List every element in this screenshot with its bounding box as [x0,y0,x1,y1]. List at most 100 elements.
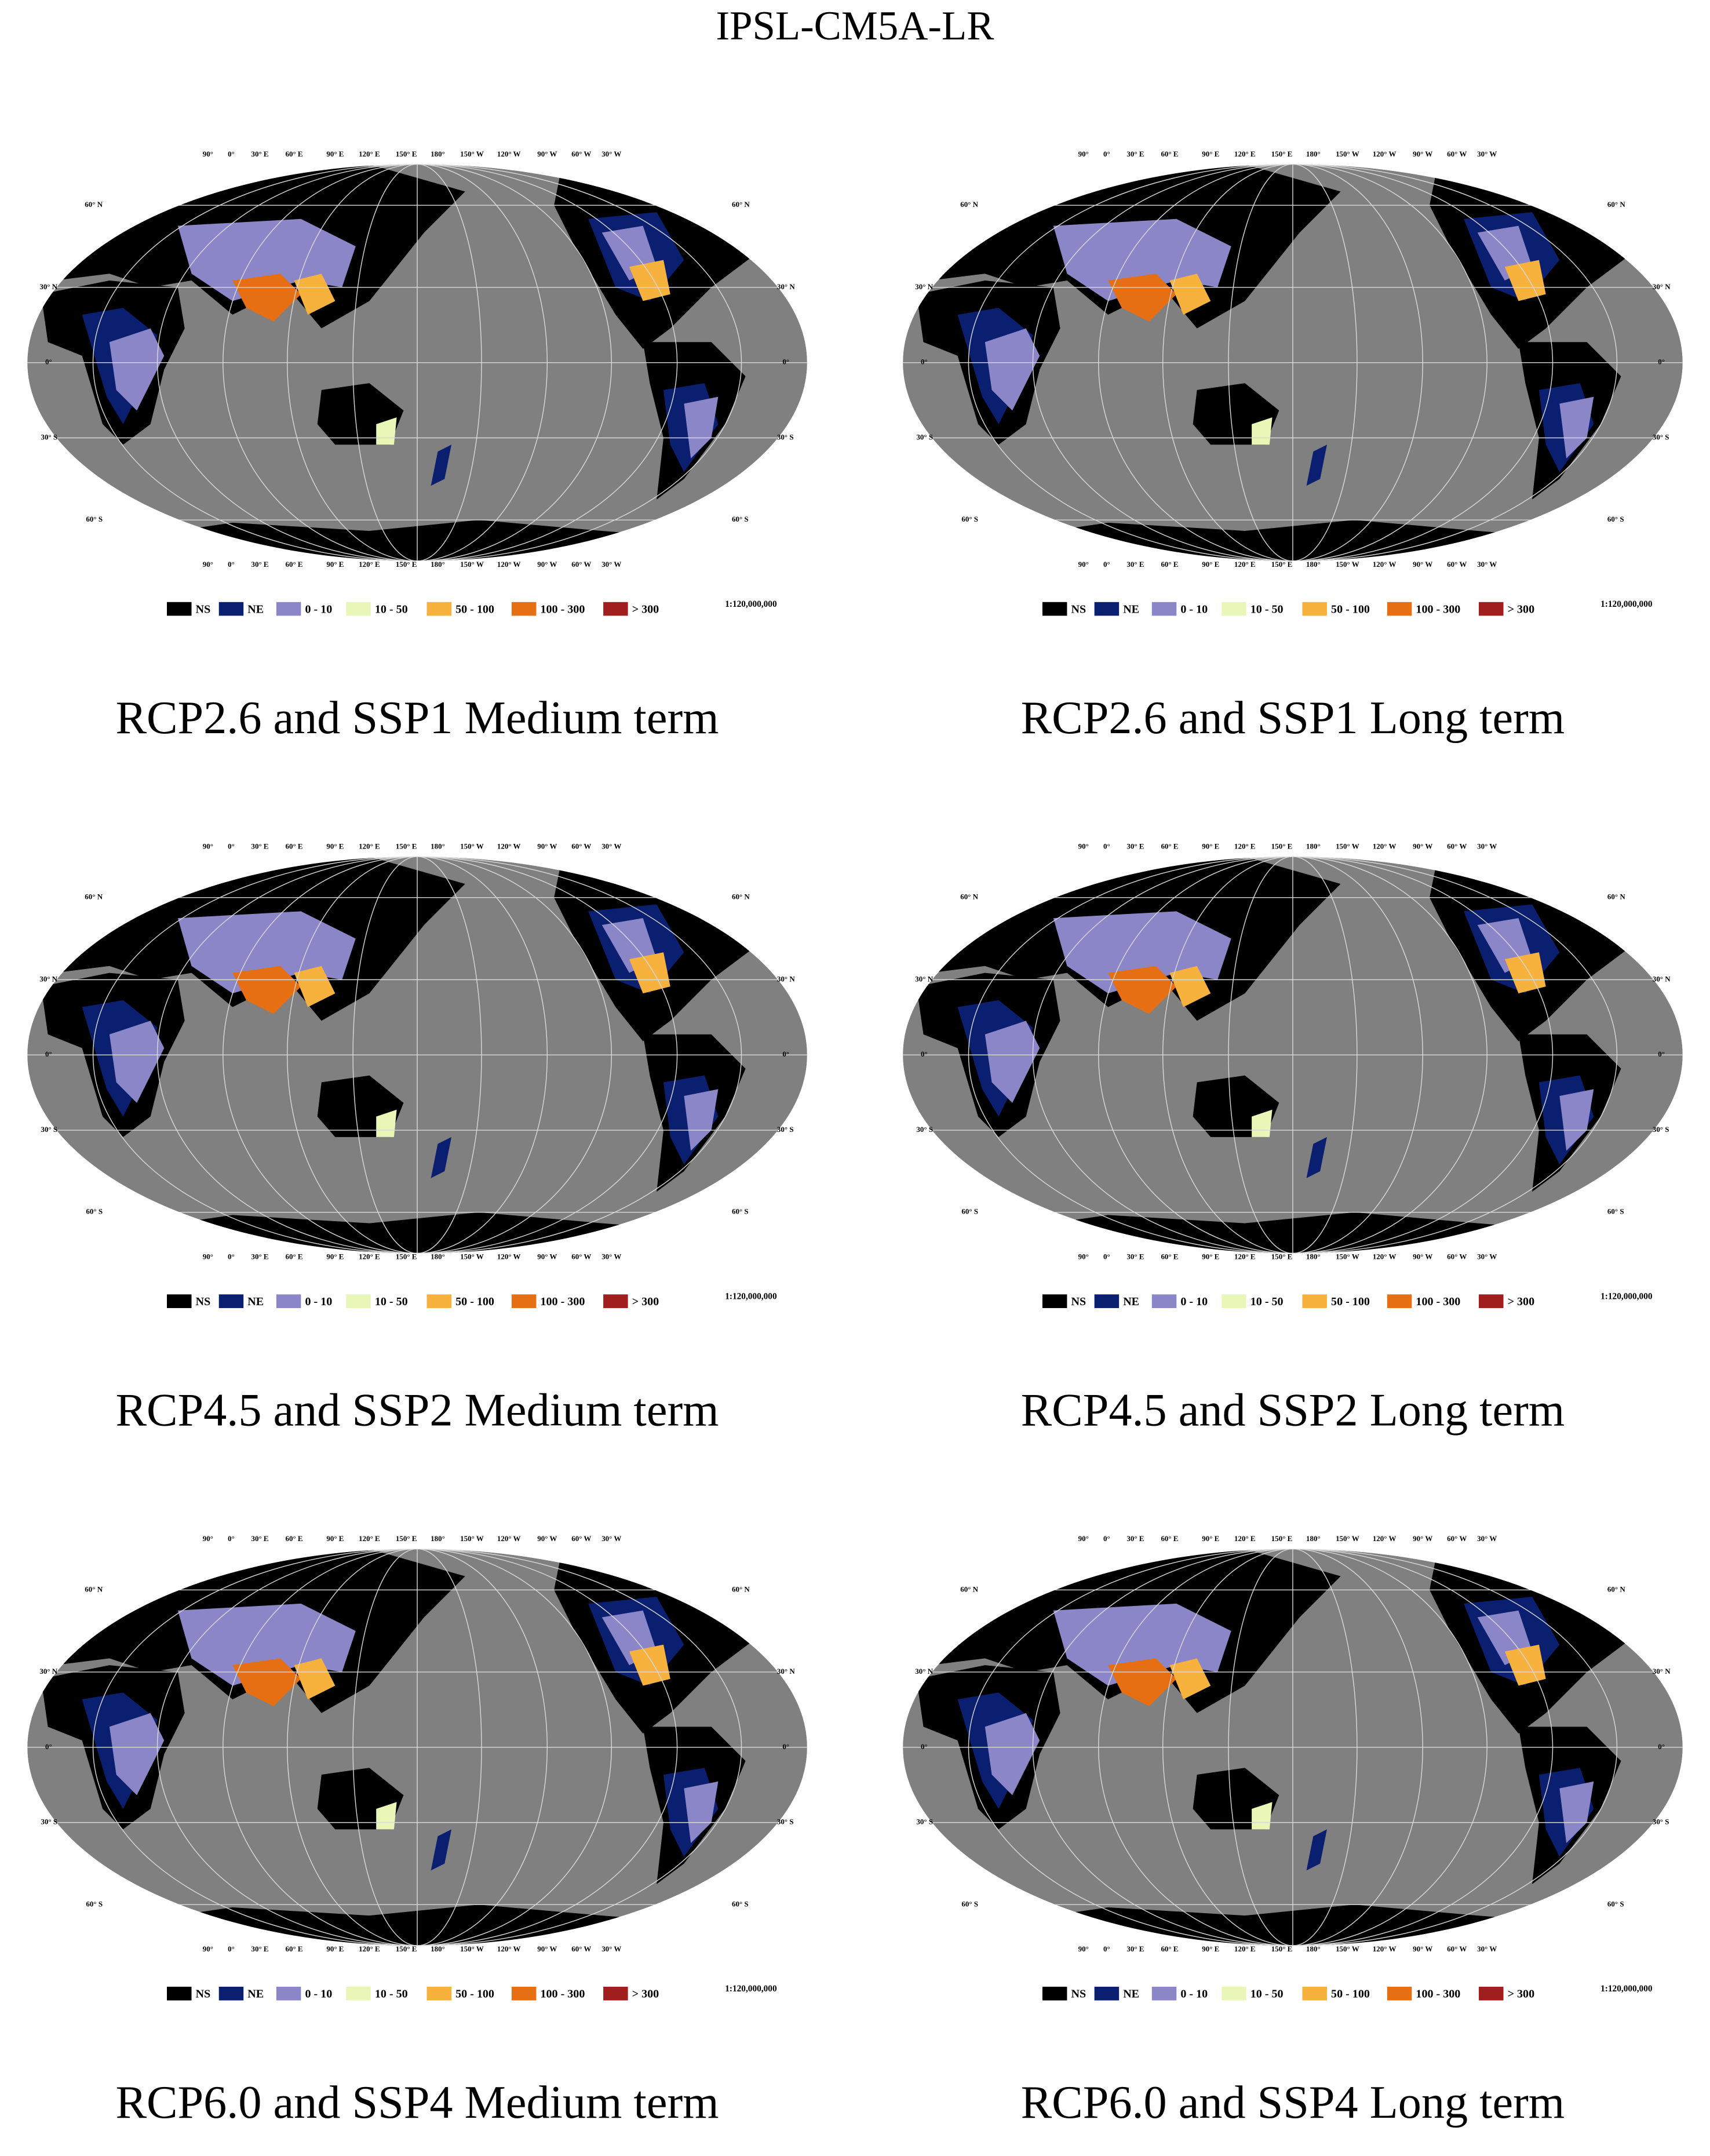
lat-label: 60° N [960,893,978,901]
lon-label: 90° W [537,560,557,569]
legend-swatch [346,602,371,616]
legend-swatch [276,602,301,616]
lon-label: 90° E [326,842,344,850]
lat-label: 60° N [1607,1585,1625,1593]
lon-label: 60° E [286,560,303,569]
legend-swatch [167,1986,192,2001]
legend-label: 0 - 10 [1180,603,1208,616]
lon-label: 150° W [1336,560,1359,569]
lat-label: 60° S [961,1899,978,1908]
lon-label: 150° E [1271,150,1293,158]
legend-label: 100 - 300 [541,603,585,616]
legend-label: NS [196,1295,211,1308]
lat-label: 60° N [732,200,750,209]
lat-label: 60° S [961,1207,978,1216]
lon-label: 150° W [460,1534,484,1543]
legend-label: NE [1123,1295,1139,1308]
lon-label: 90° [1078,842,1089,850]
scale-label: 1:120,000,000 [725,1292,777,1302]
lat-label: 60° S [1607,515,1624,523]
lat-label: 30° N [39,1667,57,1676]
legend-swatch [426,1294,452,1308]
lon-label: 150° E [396,1252,417,1261]
panel: 90° 90° 0° 0° 30° E 30° E 60° E 60° E 90° E 90° E… [27,150,807,744]
legend-label: NS [1071,1295,1086,1308]
lon-label: 120° E [359,560,380,569]
legend-swatch [346,1986,371,2001]
lat-label: 30° S [1653,1125,1669,1134]
lat-label: 60° N [732,1585,750,1593]
legend-swatch [1479,1986,1504,2001]
lon-label: 30° W [601,842,621,850]
lon-label: 60° W [571,560,591,569]
lon-label: 120° E [359,1252,380,1261]
lat-label: 60° S [1607,1899,1624,1908]
legend-label: 100 - 300 [541,1295,585,1308]
lon-label: 30° E [1126,150,1144,158]
lat-label: 0° [782,1050,789,1058]
lon-label: 90° [1078,150,1089,158]
lon-label: 180° [1306,1252,1321,1261]
legend-swatch [218,1986,244,2001]
lon-label: 90° E [326,1944,344,1953]
lon-label: 120° W [497,1252,521,1261]
lon-label: 30° E [1126,1534,1144,1543]
lon-label: 90° [203,1944,213,1953]
panel: 90° 90° 0° 0° 30° E 30° E 60° E 60° E 90° E 90° E… [903,842,1683,1436]
lon-label: 120° W [497,150,521,158]
lat-label: 60° N [960,200,978,209]
lon-label: 120° E [1234,560,1256,569]
lon-label: 60° W [571,842,591,850]
lon-label: 180° [1306,560,1321,569]
lat-label: 0° [782,1742,789,1751]
legend-label: 10 - 50 [1250,1295,1284,1308]
lon-label: 30° W [601,1534,621,1543]
legend-swatch [426,602,452,616]
panel-caption: RCP4.5 and SSP2 Long term [1021,1385,1565,1436]
lon-label: 30° W [1477,150,1497,158]
lon-label: 90° W [1413,1252,1432,1261]
legend-swatch [167,1294,192,1308]
legend-swatch [1094,602,1120,616]
legend-label: 100 - 300 [1416,603,1460,616]
lon-label: 150° W [460,150,484,158]
lon-label: 90° E [326,150,344,158]
lon-label: 0° [1103,560,1110,569]
lon-label: 150° E [396,842,417,850]
lon-label: 120° W [497,842,521,850]
lon-label: 30° E [1126,842,1144,850]
panel-caption: RCP6.0 and SSP4 Long term [1021,2077,1565,2128]
lat-label: 30° S [916,432,933,441]
lon-label: 180° [1306,842,1321,850]
legend-label: NS [196,1988,211,2001]
lon-label: 60° W [571,1944,591,1953]
legend-swatch [1151,1986,1177,2001]
lon-label: 120° W [1373,560,1397,569]
lon-label: 120° E [1234,1252,1256,1261]
lat-label: 30° S [1653,1818,1669,1826]
lon-label: 150° E [1271,842,1293,850]
lon-label: 30° W [1477,1534,1497,1543]
lat-label: 30° N [915,282,933,291]
lon-label: 30° W [601,150,621,158]
lat-label: 30° S [916,1818,933,1826]
legend-swatch [1151,602,1177,616]
lon-label: 30° E [251,842,269,850]
lat-label: 60° S [1607,1207,1624,1216]
lon-label: 90° E [1202,1252,1219,1261]
legend-label: 0 - 10 [1180,1988,1208,2001]
lat-label: 30° S [41,1818,58,1826]
lon-label: 60° E [1161,1944,1178,1953]
lon-label: 180° [1306,150,1321,158]
lon-label: 90° [203,560,213,569]
lon-label: 120° W [1373,150,1397,158]
lon-label: 0° [1103,842,1110,850]
lon-label: 60° W [571,150,591,158]
lon-label: 60° E [286,150,303,158]
lon-label: 60° W [1447,1944,1467,1953]
lon-label: 0° [1103,1252,1110,1261]
lon-label: 120° W [497,560,521,569]
lon-label: 90° W [537,1534,557,1543]
lon-label: 30° E [1126,1944,1144,1953]
